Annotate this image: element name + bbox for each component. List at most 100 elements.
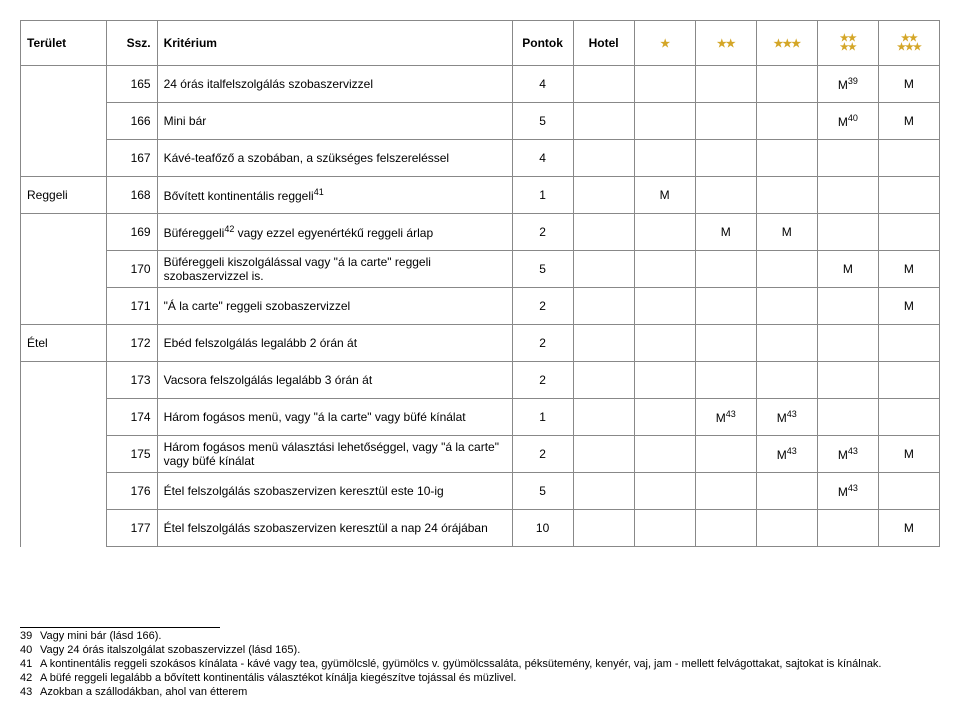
table-row: Reggeli168Bővített kontinentális reggeli… bbox=[21, 177, 940, 214]
rating-cell bbox=[634, 288, 695, 325]
area-cell bbox=[21, 362, 107, 399]
rating-cell: M39 bbox=[817, 66, 878, 103]
rating-cell bbox=[695, 288, 756, 325]
rating-cell bbox=[695, 177, 756, 214]
hotel-cell bbox=[573, 473, 634, 510]
rating-cell: M bbox=[756, 214, 817, 251]
criterion-cell: Mini bár bbox=[157, 103, 512, 140]
points-cell: 4 bbox=[512, 66, 573, 103]
rating-cell bbox=[695, 103, 756, 140]
rating-cell: M bbox=[878, 510, 939, 547]
rating-cell bbox=[756, 325, 817, 362]
criterion-cell: "Á la carte" reggeli szobaszervizzel bbox=[157, 288, 512, 325]
criterion-cell: Három fogásos menü választási lehetőségg… bbox=[157, 436, 512, 473]
row-number: 169 bbox=[106, 214, 157, 251]
rating-cell bbox=[878, 473, 939, 510]
area-cell bbox=[21, 251, 107, 288]
rating-cell: M43 bbox=[756, 399, 817, 436]
rating-cell bbox=[634, 325, 695, 362]
criterion-cell: Ebéd felszolgálás legalább 2 órán át bbox=[157, 325, 512, 362]
rating-cell bbox=[634, 473, 695, 510]
hotel-cell bbox=[573, 66, 634, 103]
table-row: 171"Á la carte" reggeli szobaszervizzel2… bbox=[21, 288, 940, 325]
rating-cell: M bbox=[878, 66, 939, 103]
rating-cell: M bbox=[695, 214, 756, 251]
hotel-cell bbox=[573, 177, 634, 214]
rating-cell bbox=[756, 288, 817, 325]
criterion-cell: 24 órás italfelszolgálás szobaszervizzel bbox=[157, 66, 512, 103]
area-cell bbox=[21, 399, 107, 436]
table-row: 174Három fogásos menü, vagy "á la carte"… bbox=[21, 399, 940, 436]
rating-cell bbox=[695, 436, 756, 473]
points-cell: 1 bbox=[512, 177, 573, 214]
table-row: 170Büféreggeli kiszolgálással vagy "á la… bbox=[21, 251, 940, 288]
hotel-cell bbox=[573, 288, 634, 325]
criterion-cell: Három fogásos menü, vagy "á la carte" va… bbox=[157, 399, 512, 436]
header-area: Terület bbox=[21, 21, 107, 66]
table-row: 169Büféreggeli42 vagy ezzel egyenértékű … bbox=[21, 214, 940, 251]
rating-cell bbox=[756, 362, 817, 399]
rating-cell bbox=[695, 325, 756, 362]
footnote-item: 41A kontinentális reggeli szokásos kínál… bbox=[20, 658, 920, 670]
rating-cell bbox=[878, 399, 939, 436]
header-num: Ssz. bbox=[106, 21, 157, 66]
rating-cell: M bbox=[878, 288, 939, 325]
area-cell: Étel bbox=[21, 325, 107, 362]
footnote-number: 39 bbox=[20, 630, 40, 642]
footnote-item: 39Vagy mini bár (lásd 166). bbox=[20, 630, 920, 642]
rating-cell bbox=[817, 177, 878, 214]
hotel-cell bbox=[573, 251, 634, 288]
rating-cell bbox=[634, 66, 695, 103]
rating-cell: M bbox=[817, 251, 878, 288]
star-2-icon: ★★ bbox=[717, 38, 735, 50]
row-number: 168 bbox=[106, 177, 157, 214]
rating-cell bbox=[878, 325, 939, 362]
footnote-item: 40Vagy 24 órás italszolgálat szobaszervi… bbox=[20, 644, 920, 656]
row-number: 176 bbox=[106, 473, 157, 510]
points-cell: 1 bbox=[512, 399, 573, 436]
criterion-cell: Vacsora felszolgálás legalább 3 órán át bbox=[157, 362, 512, 399]
star-1-icon: ★ bbox=[660, 38, 669, 50]
hotel-cell bbox=[573, 399, 634, 436]
criteria-table: Terület Ssz. Kritérium Pontok Hotel ★ ★★… bbox=[20, 20, 940, 547]
rating-cell: M bbox=[878, 436, 939, 473]
footnote-number: 40 bbox=[20, 644, 40, 656]
table-row: 173Vacsora felszolgálás legalább 3 órán … bbox=[21, 362, 940, 399]
footnote-text: Vagy mini bár (lásd 166). bbox=[40, 630, 161, 642]
rating-cell bbox=[695, 66, 756, 103]
hotel-cell bbox=[573, 140, 634, 177]
header-criterion: Kritérium bbox=[157, 21, 512, 66]
hotel-cell bbox=[573, 362, 634, 399]
footnote-text: Azokban a szállodákban, ahol van étterem bbox=[40, 686, 247, 698]
hotel-cell bbox=[573, 214, 634, 251]
area-cell bbox=[21, 214, 107, 251]
rating-cell bbox=[756, 473, 817, 510]
row-number: 170 bbox=[106, 251, 157, 288]
footnote-text: A büfé reggeli legalább a bővített konti… bbox=[40, 672, 516, 684]
rating-cell: M bbox=[878, 103, 939, 140]
area-cell bbox=[21, 288, 107, 325]
rating-cell bbox=[878, 140, 939, 177]
rating-cell: M bbox=[634, 177, 695, 214]
rating-cell bbox=[878, 177, 939, 214]
criterion-cell: Étel felszolgálás szobaszervizen kereszt… bbox=[157, 473, 512, 510]
star-3-icon: ★★★ bbox=[773, 38, 800, 50]
hotel-cell bbox=[573, 103, 634, 140]
area-cell bbox=[21, 510, 107, 547]
points-cell: 2 bbox=[512, 325, 573, 362]
rating-cell bbox=[634, 140, 695, 177]
row-number: 165 bbox=[106, 66, 157, 103]
rating-cell bbox=[695, 473, 756, 510]
criterion-cell: Büféreggeli42 vagy ezzel egyenértékű reg… bbox=[157, 214, 512, 251]
rating-cell bbox=[634, 510, 695, 547]
row-number: 171 bbox=[106, 288, 157, 325]
rating-cell bbox=[634, 399, 695, 436]
row-number: 167 bbox=[106, 140, 157, 177]
rating-cell: M bbox=[878, 251, 939, 288]
table-row: 166Mini bár5M40M bbox=[21, 103, 940, 140]
area-cell bbox=[21, 103, 107, 140]
footnote-number: 42 bbox=[20, 672, 40, 684]
footnote-number: 41 bbox=[20, 658, 40, 670]
rating-cell bbox=[756, 103, 817, 140]
rating-cell bbox=[878, 362, 939, 399]
